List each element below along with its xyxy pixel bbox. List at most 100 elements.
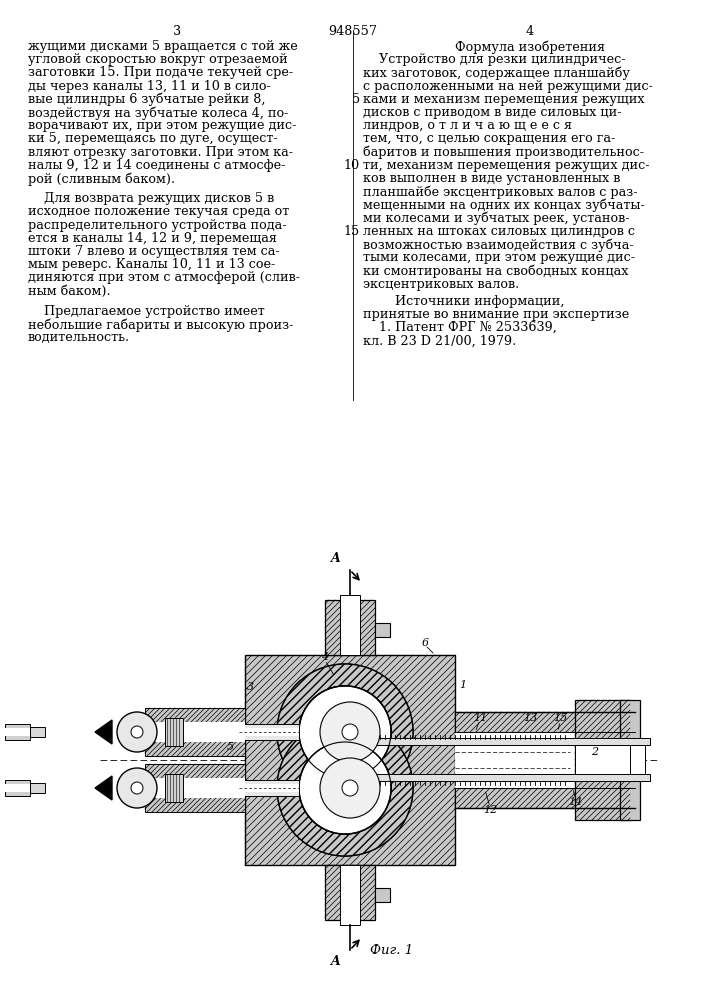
Bar [620,700,640,820]
Text: 14: 14 [568,797,582,807]
Text: 11: 11 [473,713,487,723]
Circle shape [117,768,157,808]
Text: 5: 5 [352,93,360,106]
Bar [5,728,30,736]
Text: угловой скоростью вокруг отрезаемой: угловой скоростью вокруг отрезаемой [28,53,288,66]
Bar [5,724,30,740]
Bar [630,745,645,775]
Text: воздействуя на зубчатые колеса 4, по-: воздействуя на зубчатые колеса 4, по- [28,106,288,119]
Circle shape [277,664,413,800]
Text: ков выполнен в виде установленных в: ков выполнен в виде установленных в [363,172,620,185]
Text: небольшие габариты и высокую произ-: небольшие габариты и высокую произ- [28,318,293,332]
Text: Формула изобретения: Формула изобретения [455,40,605,53]
Circle shape [299,686,391,778]
Bar [455,732,630,788]
Text: мещенными на одних их концах зубчаты-: мещенными на одних их концах зубчаты- [363,198,645,212]
Text: мым реверс. Каналы 10, 11 и 13 сое-: мым реверс. Каналы 10, 11 и 13 сое- [28,258,275,271]
Circle shape [320,758,380,818]
Text: тем, что, с целью сокращения его га-: тем, что, с целью сокращения его га- [363,132,615,145]
Circle shape [299,742,391,834]
Text: налы 9, 12 и 14 соединены с атмосфе-: налы 9, 12 и 14 соединены с атмосфе- [28,159,286,172]
Circle shape [131,782,143,794]
Bar [370,738,650,745]
Text: баритов и повышения производительнос-: баритов и повышения производительнос- [363,146,644,159]
Text: 4: 4 [526,25,534,38]
Bar [455,788,630,808]
Text: ленных на штоках силовых цилиндров с: ленных на штоках силовых цилиндров с [363,225,635,238]
Text: 12: 12 [483,805,497,815]
Wedge shape [277,664,413,800]
Text: 6: 6 [421,638,428,648]
Text: A: A [331,955,341,968]
Circle shape [131,726,143,738]
Circle shape [299,686,391,778]
Bar [5,784,30,792]
Bar [575,745,630,775]
Bar [145,764,245,812]
Bar [145,722,245,742]
Text: 1. Патент ФРГ № 2533639,: 1. Патент ФРГ № 2533639, [363,321,557,334]
Bar [5,780,30,796]
Bar [325,865,375,920]
Text: вые цилиндры 6 зубчатые рейки 8,: вые цилиндры 6 зубчатые рейки 8, [28,93,266,106]
Text: возможностью взаимодействия с зубча-: возможностью взаимодействия с зубча- [363,238,633,251]
Text: с расположенными на ней режущими дис-: с расположенными на ней режущими дис- [363,80,653,93]
Text: кл. В 23 D 21/00, 1979.: кл. В 23 D 21/00, 1979. [363,334,516,347]
Bar [165,774,183,802]
Circle shape [299,742,391,834]
Text: 13: 13 [523,713,537,723]
Text: ды через каналы 13, 11 и 10 в сило-: ды через каналы 13, 11 и 10 в сило- [28,80,271,93]
Bar [340,595,360,655]
Text: штоки 7 влево и осуществляя тем са-: штоки 7 влево и осуществляя тем са- [28,245,280,258]
Circle shape [117,712,157,752]
Text: ми колесами и зубчатых реек, установ-: ми колесами и зубчатых реек, установ- [363,212,629,225]
Text: Источники информации,: Источники информации, [363,295,564,308]
Polygon shape [95,776,112,800]
Circle shape [320,702,380,762]
Text: 4: 4 [322,652,329,662]
Text: рой (сливным баком).: рой (сливным баком). [28,172,175,186]
Text: Предлагаемое устройство имеет: Предлагаемое устройство имеет [28,305,264,318]
Bar [370,774,650,781]
Text: 5: 5 [226,742,233,752]
Text: 10: 10 [344,159,360,172]
Text: заготовки 15. При подаче текучей сре-: заготовки 15. При подаче текучей сре- [28,66,293,79]
Text: 15: 15 [553,713,567,723]
Text: ется в каналы 14, 12 и 9, перемещая: ется в каналы 14, 12 и 9, перемещая [28,232,277,245]
Text: ным баком).: ным баком). [28,285,110,298]
Bar [325,600,375,655]
Bar [455,712,630,732]
Bar [340,865,360,925]
Bar [239,780,299,796]
Bar [25,783,45,793]
Bar [145,708,245,756]
Bar [375,888,390,902]
Text: дисков с приводом в виде силовых ци-: дисков с приводом в виде силовых ци- [363,106,621,119]
Bar [145,778,245,798]
Text: ворачивают их, при этом режущие дис-: ворачивают их, при этом режущие дис- [28,119,296,132]
Text: тыми колесами, при этом режущие дис-: тыми колесами, при этом режущие дис- [363,251,635,264]
Text: водительность.: водительность. [28,331,130,344]
Text: ки 5, перемещаясь по дуге, осущест-: ки 5, перемещаясь по дуге, осущест- [28,132,278,145]
Bar [239,784,299,792]
Polygon shape [95,720,112,744]
Bar [375,623,390,637]
Text: диняются при этом с атмосферой (слив-: диняются при этом с атмосферой (слив- [28,271,300,284]
Text: 948557: 948557 [329,25,378,38]
Text: 3: 3 [173,25,181,38]
Text: ки смонтированы на свободных концах: ки смонтированы на свободных концах [363,264,629,278]
Text: вляют отрезку заготовки. При этом ка-: вляют отрезку заготовки. При этом ка- [28,146,293,159]
Bar [239,724,299,740]
Text: Устройство для резки цилиндричес-: Устройство для резки цилиндричес- [363,53,626,66]
Text: A: A [331,552,341,565]
Text: принятые во внимание при экспертизе: принятые во внимание при экспертизе [363,308,629,321]
Wedge shape [277,720,413,856]
Text: планшайбе эксцентриковых валов с раз-: планшайбе эксцентриковых валов с раз- [363,185,638,199]
Text: Фиг. 1: Фиг. 1 [370,944,413,956]
Text: ти, механизм перемещения режущих дис-: ти, механизм перемещения режущих дис- [363,159,650,172]
Circle shape [277,720,413,856]
Text: линдров, о т л и ч а ю щ е е с я: линдров, о т л и ч а ю щ е е с я [363,119,572,132]
Bar [25,727,45,737]
Text: исходное положение текучая среда от: исходное положение текучая среда от [28,205,289,218]
Bar [245,655,455,865]
